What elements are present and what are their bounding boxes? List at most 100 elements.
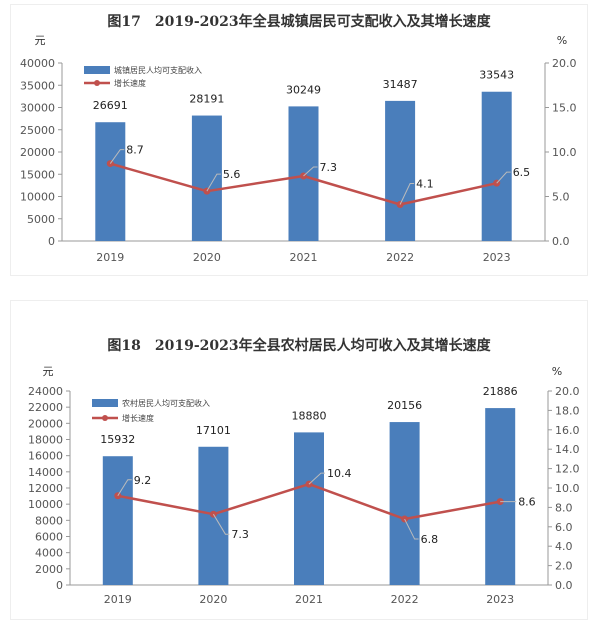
bar bbox=[294, 432, 324, 585]
y2-tick-label: 0.0 bbox=[555, 579, 573, 592]
y-tick-label: 20000 bbox=[20, 146, 55, 159]
bar-data-label: 15932 bbox=[100, 433, 135, 446]
y-tick-label: 16000 bbox=[28, 450, 63, 463]
y2-tick-label: 0.0 bbox=[552, 235, 570, 248]
line-data-label: 7.3 bbox=[320, 161, 338, 174]
leader-line bbox=[496, 171, 511, 184]
y2-tick-label: 6.0 bbox=[555, 521, 573, 534]
x-tick-label: 2019 bbox=[104, 593, 132, 606]
line-data-label: 4.1 bbox=[416, 178, 434, 191]
y-tick-label: 10000 bbox=[20, 191, 55, 204]
leader-line bbox=[117, 479, 132, 497]
x-tick-label: 2022 bbox=[386, 251, 414, 264]
y-tick-label: 2000 bbox=[35, 563, 63, 576]
legend-label-line: 增长速度 bbox=[114, 78, 146, 88]
y2-tick-label: 2.0 bbox=[555, 560, 573, 573]
bar-data-label: 30249 bbox=[286, 83, 321, 96]
line-data-label: 7.3 bbox=[231, 528, 249, 541]
y2-tick-label: 14.0 bbox=[555, 443, 580, 456]
bar bbox=[191, 115, 222, 241]
x-tick-label: 2020 bbox=[199, 593, 227, 606]
legend-swatch-bar bbox=[84, 66, 110, 74]
y-tick-label: 0 bbox=[48, 235, 55, 248]
y-tick-label: 35000 bbox=[20, 79, 55, 92]
y-tick-label: 0 bbox=[56, 579, 63, 592]
y2-tick-label: 20.0 bbox=[552, 57, 577, 70]
y-tick-label: 30000 bbox=[20, 102, 55, 115]
legend-label-line: 增长速度 bbox=[122, 413, 154, 423]
y2-tick-label: 4.0 bbox=[555, 540, 573, 553]
bar bbox=[385, 100, 416, 242]
bar-data-label: 18880 bbox=[292, 409, 327, 422]
x-tick-label: 2019 bbox=[96, 251, 124, 264]
x-tick-label: 2021 bbox=[295, 593, 323, 606]
bar-data-label: 21886 bbox=[483, 385, 518, 398]
x-tick-label: 2023 bbox=[483, 251, 511, 264]
line-data-label: 8.7 bbox=[126, 144, 144, 157]
y2-tick-label: 12.0 bbox=[555, 463, 580, 476]
y-tick-label: 12000 bbox=[28, 482, 63, 495]
y-tick-label: 6000 bbox=[35, 531, 63, 544]
chart-title: 图17 2019-2023年全县城镇居民可支配收入及其增长速度 bbox=[107, 14, 491, 30]
y-tick-label: 40000 bbox=[20, 57, 55, 70]
y2-tick-label: 8.0 bbox=[555, 501, 573, 514]
line-data-label: 5.6 bbox=[223, 168, 241, 181]
y2-tick-label: 15.0 bbox=[552, 102, 577, 115]
x-tick-label: 2022 bbox=[391, 593, 419, 606]
chart-title: 图18 2019-2023年全县农村居民人均可收入及其增长速度 bbox=[107, 338, 491, 354]
line-data-label: 8.6 bbox=[518, 496, 536, 509]
bar bbox=[102, 456, 133, 585]
y2-unit-label: % bbox=[557, 34, 567, 47]
leader-line bbox=[303, 166, 318, 177]
legend-swatch-marker bbox=[102, 415, 108, 421]
legend-swatch-bar bbox=[92, 399, 118, 407]
y-tick-label: 15000 bbox=[20, 168, 55, 181]
leader-line bbox=[308, 472, 325, 485]
y2-tick-label: 18.0 bbox=[555, 404, 580, 417]
y-unit-label: 元 bbox=[43, 365, 54, 378]
leader-line bbox=[206, 173, 221, 192]
line-data-label: 6.5 bbox=[513, 166, 531, 179]
bar bbox=[481, 91, 512, 242]
y-tick-label: 18000 bbox=[28, 434, 63, 447]
line-data-label: 6.8 bbox=[421, 533, 439, 546]
legend-label-bar: 城镇居民人均可支配收入 bbox=[114, 65, 202, 75]
bar-data-label: 20156 bbox=[387, 399, 422, 412]
legend-swatch-marker bbox=[94, 80, 100, 86]
bar-data-label: 31487 bbox=[383, 78, 418, 91]
y-tick-label: 10000 bbox=[28, 498, 63, 511]
y2-tick-label: 20.0 bbox=[555, 385, 580, 398]
y-tick-label: 20000 bbox=[28, 417, 63, 430]
bar bbox=[95, 122, 126, 241]
x-tick-label: 2021 bbox=[290, 251, 318, 264]
bar-data-label: 17101 bbox=[196, 424, 231, 437]
legend-label-bar: 农村居民人均可支配收入 bbox=[122, 398, 210, 408]
y-tick-label: 14000 bbox=[28, 466, 63, 479]
y-tick-label: 5000 bbox=[27, 213, 55, 226]
y2-tick-label: 10.0 bbox=[552, 146, 577, 159]
y2-tick-label: 16.0 bbox=[555, 424, 580, 437]
y-unit-label: 元 bbox=[35, 34, 46, 47]
line-data-label: 9.2 bbox=[134, 474, 152, 487]
bar bbox=[485, 408, 516, 585]
bar bbox=[389, 422, 420, 585]
leader-line bbox=[404, 518, 419, 540]
y-tick-label: 25000 bbox=[20, 124, 55, 137]
line-data-label: 10.4 bbox=[327, 467, 352, 480]
y-tick-label: 22000 bbox=[28, 401, 63, 414]
y2-tick-label: 5.0 bbox=[552, 191, 570, 204]
x-tick-label: 2020 bbox=[193, 251, 221, 264]
bar-data-label: 26691 bbox=[93, 99, 128, 112]
y-tick-label: 24000 bbox=[28, 385, 63, 398]
y-tick-label: 4000 bbox=[35, 547, 63, 560]
leader-line bbox=[399, 183, 415, 205]
y2-tick-label: 10.0 bbox=[555, 482, 580, 495]
y2-unit-label: % bbox=[552, 365, 562, 378]
y-tick-label: 8000 bbox=[35, 514, 63, 527]
leader-line bbox=[109, 149, 125, 164]
leader-line bbox=[212, 513, 230, 535]
bar-data-label: 28191 bbox=[189, 93, 224, 106]
bar-data-label: 33543 bbox=[479, 69, 514, 82]
x-tick-label: 2023 bbox=[486, 593, 514, 606]
